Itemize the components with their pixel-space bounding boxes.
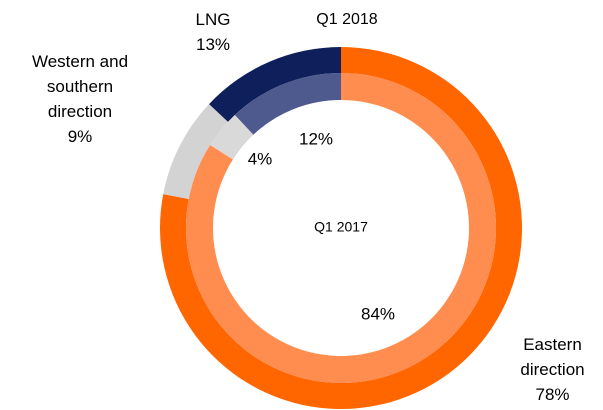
- label-lng: LNG 13%: [173, 7, 253, 57]
- category-label: LNG: [195, 10, 231, 29]
- donut-segment: [163, 104, 229, 199]
- category-label: Eastern direction: [520, 335, 585, 379]
- label-western: Western and southern direction 9%: [15, 49, 145, 149]
- value-label: 9%: [67, 127, 93, 146]
- donut-segment: [209, 47, 341, 122]
- ring-title: Q1 2018: [316, 11, 377, 28]
- category-label: Western and southern direction: [31, 52, 129, 121]
- label-eastern: Eastern direction 78%: [505, 332, 600, 407]
- ring-title: Q1 2017: [314, 219, 368, 235]
- donut-segment: [234, 73, 341, 135]
- value-label: 13%: [195, 35, 231, 54]
- value-label: 84%: [361, 304, 395, 323]
- value-label: 78%: [535, 385, 570, 404]
- value-label: 4%: [248, 149, 273, 168]
- donut-segment: [210, 115, 254, 160]
- value-label: 12%: [299, 129, 333, 148]
